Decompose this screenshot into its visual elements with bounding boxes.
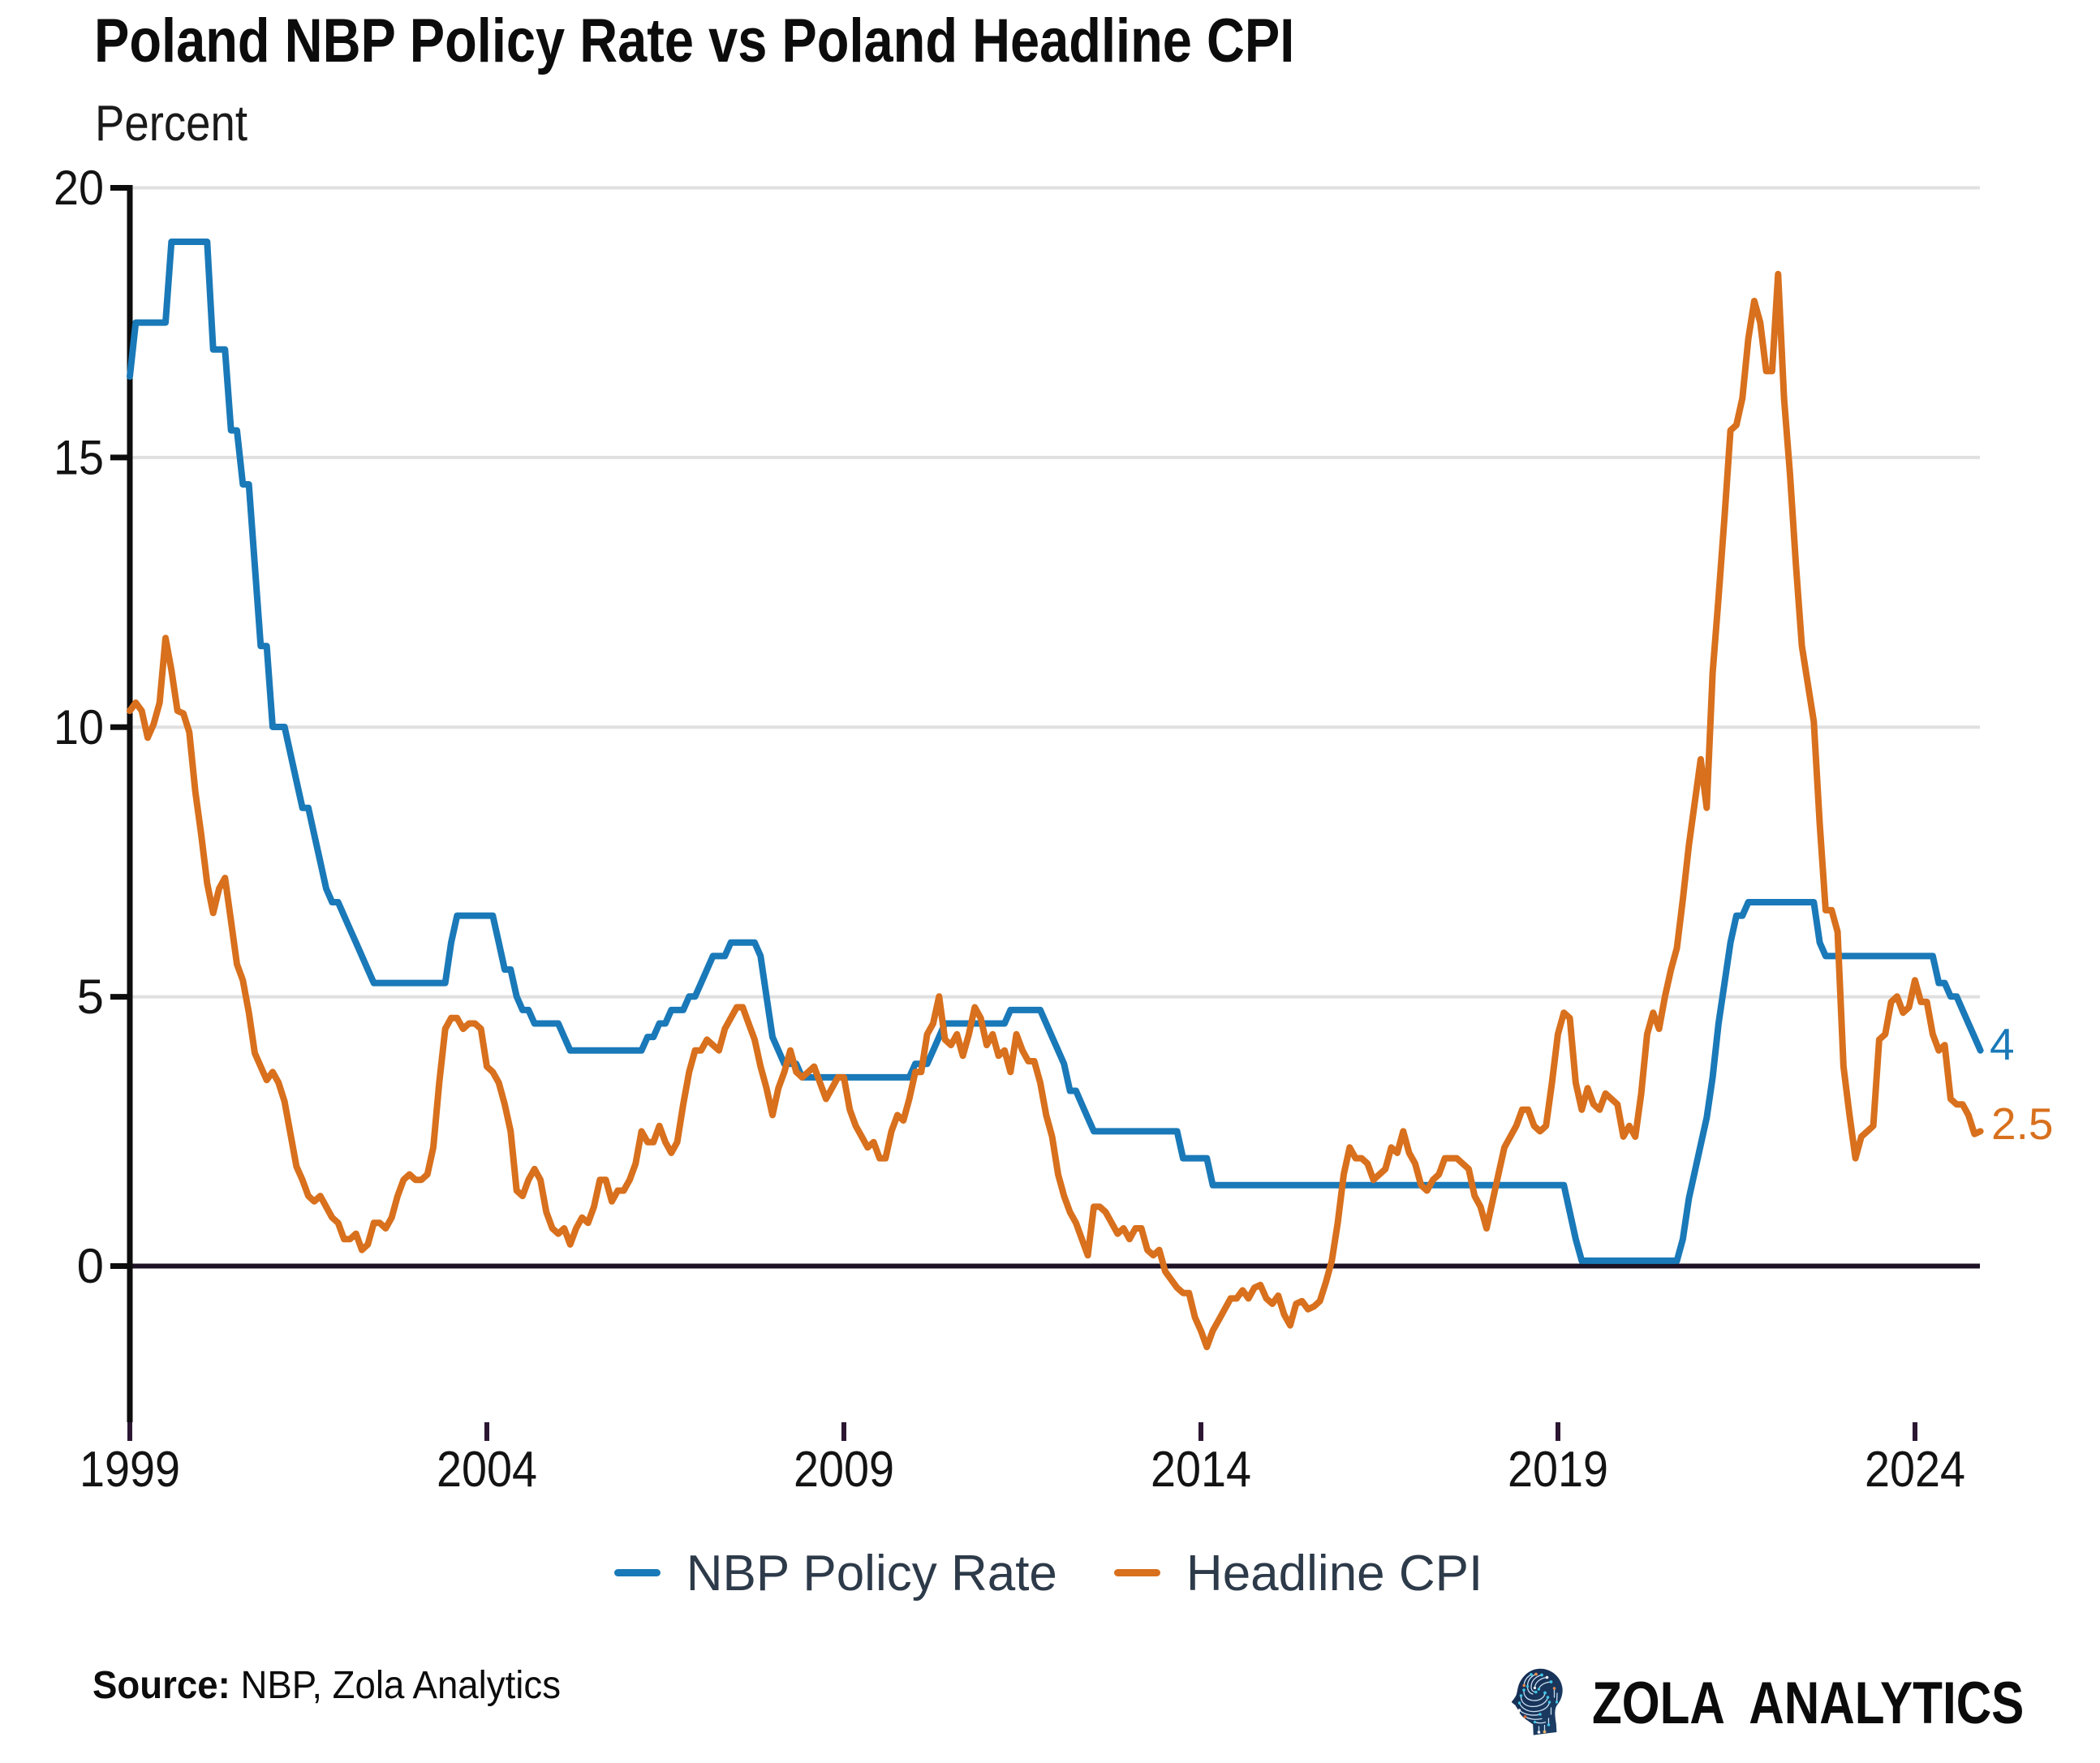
svg-text:10: 10 [54, 700, 104, 755]
svg-text:20: 20 [54, 161, 104, 215]
svg-text:1999: 1999 [80, 1442, 180, 1498]
svg-text:4: 4 [1990, 1019, 2015, 1069]
svg-text:2.5: 2.5 [1991, 1099, 2053, 1149]
svg-text:2004: 2004 [437, 1442, 537, 1498]
svg-text:2009: 2009 [794, 1442, 894, 1498]
svg-text:2014: 2014 [1151, 1442, 1251, 1498]
svg-text:2019: 2019 [1508, 1442, 1608, 1498]
svg-text:15: 15 [54, 430, 104, 484]
svg-text:0: 0 [77, 1239, 104, 1293]
svg-text:2024: 2024 [1865, 1442, 1965, 1498]
svg-text:5: 5 [77, 970, 104, 1024]
